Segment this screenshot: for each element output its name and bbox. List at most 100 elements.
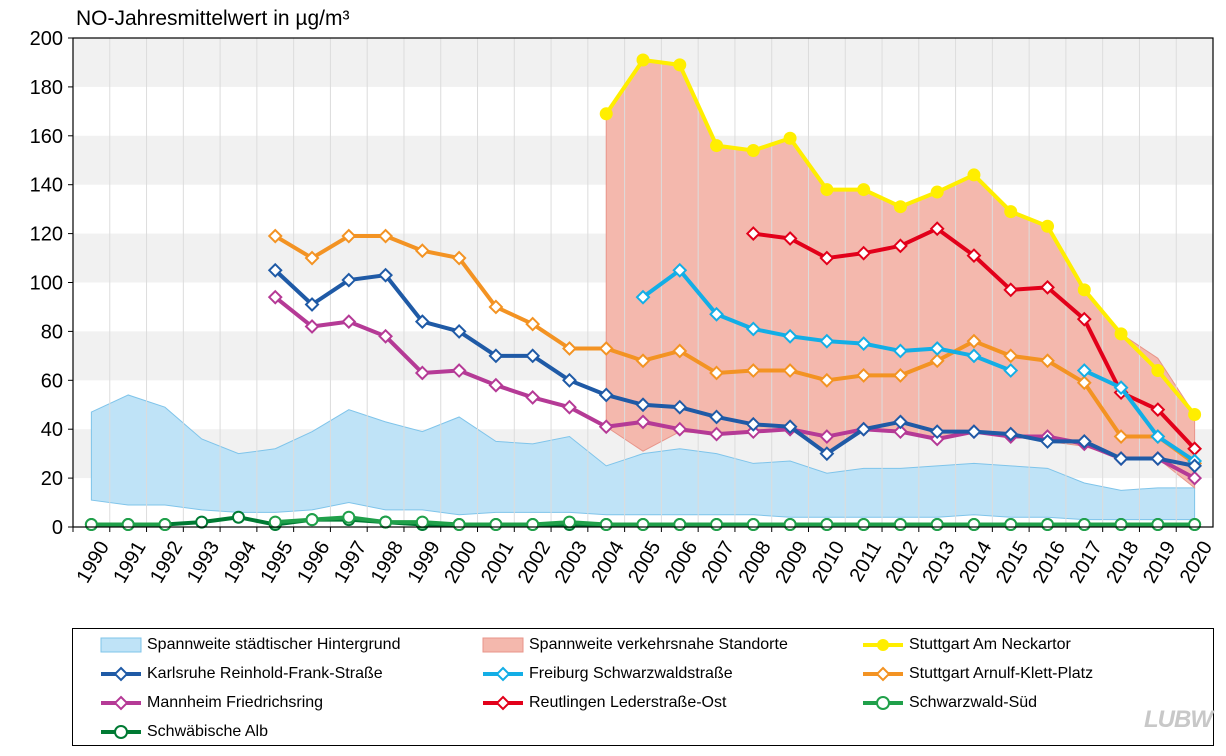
x-tick-label: 1995: [256, 538, 297, 588]
data-point: [598, 341, 614, 356]
x-tick-label: 2000: [440, 538, 481, 588]
data-point: [745, 416, 761, 432]
data-point: [414, 314, 430, 330]
legend-marker-diamond-icon: [863, 666, 903, 682]
y-tick-label: 20: [41, 468, 63, 490]
data-point: [672, 262, 688, 278]
grid-lines: [109, 38, 1177, 527]
data-point: [709, 365, 724, 381]
x-tick-label: 1997: [330, 538, 371, 588]
data-point: [819, 250, 835, 266]
data-point: [893, 200, 907, 214]
data-point: [1040, 434, 1055, 449]
data-point: [967, 518, 981, 532]
legend-marker-open-circle-icon: [863, 696, 903, 710]
lubw-logo: LUBW: [1144, 706, 1213, 733]
y-tick-label: 80: [41, 321, 63, 343]
data-point: [1003, 363, 1019, 378]
legend-item-freiburg: Freiburg Schwarzwaldstraße: [481, 662, 733, 686]
data-point: [84, 518, 98, 532]
data-point: [451, 323, 467, 339]
y-tick-label: 40: [41, 419, 63, 441]
data-point: [562, 341, 577, 356]
x-tick-label: 2008: [734, 538, 775, 588]
data-point: [929, 353, 945, 369]
data-point: [856, 245, 872, 261]
data-point: [488, 377, 504, 393]
legend-item-reutlingen: Reutlingen Lederstraße-Ost: [481, 691, 726, 715]
data-point: [1004, 205, 1018, 219]
x-tick-label: 2003: [551, 538, 592, 588]
legend-item-stuttgart-arnulf: Stuttgart Arnulf-Klett-Platz: [861, 662, 1093, 686]
legend-label: Stuttgart Arnulf-Klett-Platz: [909, 665, 1094, 682]
data-point: [1076, 434, 1092, 449]
data-point: [379, 515, 393, 529]
data-point: [635, 397, 651, 413]
data-point: [893, 343, 908, 359]
legend-label: Stuttgart Am Neckartor: [909, 636, 1071, 653]
x-tick-label: 2017: [1065, 538, 1106, 588]
data-point: [820, 183, 834, 197]
data-point: [158, 518, 172, 532]
data-point: [966, 248, 982, 264]
data-point: [414, 365, 430, 381]
data-point: [893, 414, 908, 430]
data-point: [378, 328, 393, 344]
data-point: [599, 107, 613, 121]
data-point: [709, 306, 724, 322]
data-point: [599, 518, 613, 532]
data-point: [783, 518, 797, 532]
data-point: [709, 409, 724, 425]
legend-item-band-traffic: Spannweite verkehrsnahe Standorte: [481, 633, 788, 657]
data-point: [636, 53, 650, 67]
x-tick-label: 2002: [514, 538, 555, 588]
data-point: [1113, 429, 1129, 444]
data-point: [893, 518, 907, 532]
y-axis-ticks: 0 20 40 60 80 100 120 140 160 180 200: [30, 28, 73, 539]
x-tick-label: 2015: [992, 538, 1033, 588]
x-tick-label: 1990: [73, 538, 114, 588]
legend-marker-diamond-icon: [483, 666, 523, 682]
data-point: [1151, 518, 1165, 532]
x-tick-label: 2007: [698, 538, 739, 588]
data-point: [378, 267, 393, 283]
data-point: [562, 515, 576, 529]
data-point: [1040, 353, 1055, 369]
legend-marker-diamond-icon: [101, 695, 141, 711]
data-point: [710, 139, 724, 153]
data-point: [1113, 451, 1129, 466]
data-point: [745, 226, 761, 242]
data-point: [1114, 327, 1128, 341]
legend-label: Reutlingen Lederstraße-Ost: [529, 694, 727, 711]
data-point: [415, 515, 429, 529]
data-point: [1077, 518, 1091, 532]
data-point: [562, 372, 577, 388]
y-tick-label: 100: [30, 273, 63, 295]
x-tick-label: 2018: [1102, 538, 1143, 588]
data-point: [929, 424, 945, 440]
data-point: [745, 363, 761, 378]
data-point: [231, 510, 245, 524]
data-point: [414, 243, 430, 259]
data-point: [342, 510, 356, 524]
x-tick-label: 1993: [183, 538, 224, 588]
data-point: [1188, 518, 1202, 532]
legend-marker-diamond-icon: [483, 695, 523, 711]
data-point: [451, 363, 467, 378]
data-point: [489, 518, 503, 532]
y-tick-label: 200: [30, 28, 63, 50]
data-point: [672, 421, 688, 437]
data-point: [195, 515, 209, 529]
data-point: [673, 518, 687, 532]
data-point: [783, 131, 797, 145]
data-point: [819, 333, 835, 349]
data-point: [782, 363, 798, 378]
x-tick-label: 2019: [1139, 538, 1180, 588]
data-point: [1113, 380, 1129, 396]
data-point: [966, 333, 982, 349]
data-point: [967, 168, 981, 182]
y-tick-label: 60: [41, 370, 63, 392]
data-point: [525, 390, 541, 405]
data-point: [1076, 311, 1092, 327]
data-point: [673, 58, 687, 72]
